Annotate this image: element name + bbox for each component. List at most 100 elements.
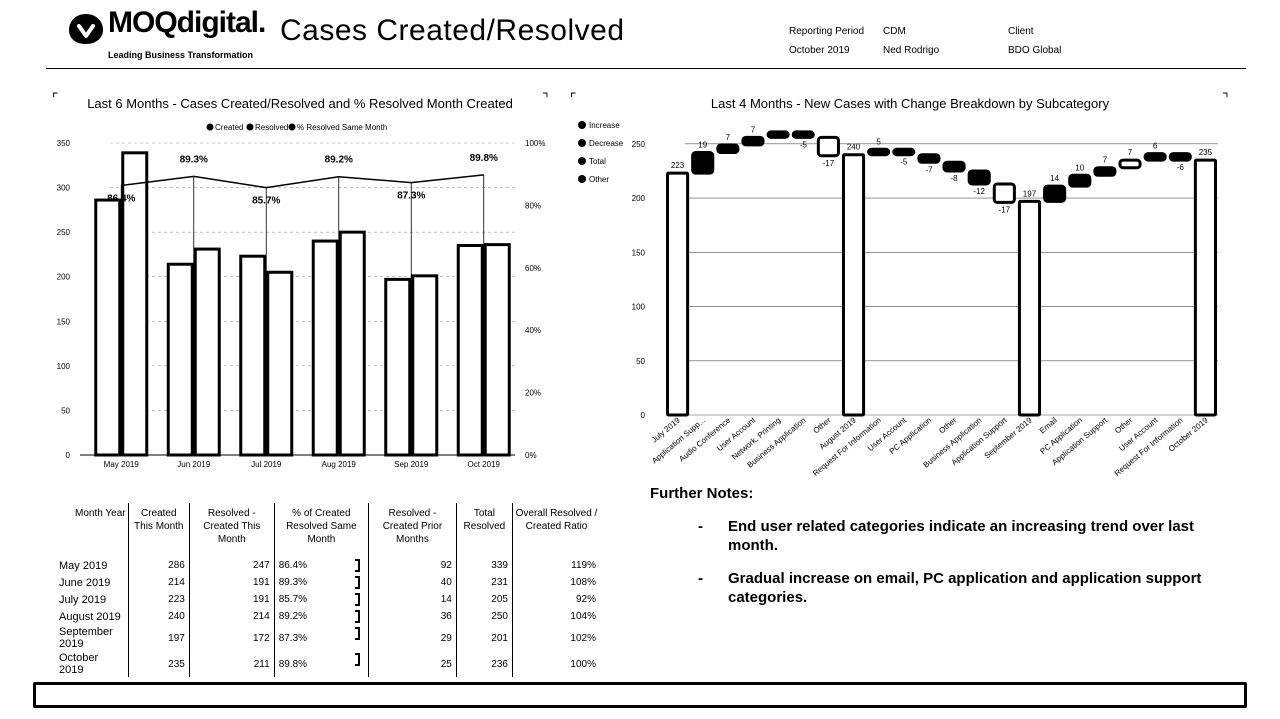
- table-cell-text: June 2019: [59, 576, 111, 589]
- notes-title: Further Notes:: [650, 485, 754, 502]
- table-cell-text: 25: [440, 658, 452, 670]
- databar-icon: [355, 593, 361, 606]
- table-header-cell: Total Resolved: [455, 503, 513, 557]
- bar-created: [94, 198, 122, 457]
- table-cell: 286: [127, 557, 190, 574]
- waterfall-bar: [666, 171, 690, 417]
- y-tick-label: 300: [57, 184, 71, 193]
- x-tick-label: Sep 2019: [394, 460, 429, 469]
- legend-label: Other: [589, 175, 609, 184]
- table-cell: 89.3%: [273, 574, 369, 591]
- line-series: [121, 174, 484, 189]
- table-header-cell: Resolved - Created Prior Months: [368, 503, 457, 557]
- table-cell-text: 201: [491, 632, 508, 644]
- table-cell-text: August 2019: [59, 610, 121, 623]
- visual-corner-top-left: ⌜: [52, 90, 59, 106]
- legend-label: Decrease: [589, 139, 624, 148]
- table-cell: 197: [127, 625, 190, 651]
- table-header-cell: Resolved - Created This Month: [188, 503, 275, 557]
- x-tick-label: Jul 2019: [251, 460, 282, 469]
- table-cell-text: 339: [491, 560, 508, 571]
- table-cell-text: 250: [491, 611, 508, 622]
- table-header-cell: Overall Resolved / Created Ratio: [511, 503, 600, 557]
- table-cell: 100%: [511, 651, 600, 677]
- logo-tagline: Leading Business Transformation: [108, 50, 254, 60]
- x-tick-label: Aug 2019: [322, 460, 357, 469]
- table-body: May 2019 286 247 86.4% 92 339 119% June 2019 214…: [55, 557, 600, 677]
- x-tick-label: Jun 2019: [177, 460, 210, 469]
- table-cell: 339: [455, 557, 513, 574]
- legend-marker: [578, 139, 586, 147]
- table-row: June 2019 214 191 89.3% 40 231 108%: [55, 574, 600, 591]
- waterfall-bar: [967, 169, 991, 186]
- table-cell-text: 191: [253, 577, 270, 588]
- bar-created: [166, 262, 194, 457]
- x-tick-label: Oct 2019: [468, 460, 501, 469]
- y2-tick-label: 0%: [525, 451, 537, 460]
- waterfall-data-label: -8: [951, 174, 959, 183]
- x-tick-label: May 2019: [104, 460, 140, 469]
- table-cell: 223: [127, 591, 190, 608]
- waterfall-data-label: 197: [1023, 189, 1037, 198]
- waterfall-bar: [691, 151, 715, 175]
- meta-label-cdm: CDM: [883, 26, 906, 37]
- y2-tick-label: 100%: [525, 139, 545, 148]
- table-cell-text: 40: [440, 577, 452, 588]
- legend-marker: [288, 123, 296, 131]
- table-row: July 2019 223 191 85.7% 14 205 92%: [55, 591, 600, 608]
- x-tick-label: Other: [812, 415, 833, 435]
- y-tick-label: 200: [57, 273, 71, 282]
- bar-resolved: [266, 270, 294, 457]
- table-cell: 29: [368, 625, 457, 651]
- table-cell-text: 86.4%: [278, 560, 308, 571]
- waterfall-data-label: 223: [671, 161, 685, 170]
- y-tick-label: 250: [632, 140, 646, 149]
- y2-tick-label: 20%: [525, 389, 541, 398]
- waterfall-data-label: -7: [925, 165, 933, 174]
- page-title: Cases Created/Resolved: [280, 14, 625, 47]
- table-cell: 104%: [511, 608, 600, 625]
- waterfall-bar: [892, 147, 916, 157]
- y2-tick-label: 80%: [525, 201, 541, 210]
- waterfall-data-label: 14: [1050, 174, 1059, 183]
- waterfall-bar: [1168, 152, 1192, 162]
- line-data-label: 86.4%: [107, 193, 135, 204]
- chart2-title: Last 4 Months - New Cases with Change Br…: [710, 96, 1110, 111]
- table-cell: 250: [455, 608, 513, 625]
- table-row: September 2019 197 172 87.3% 29 201 102%: [55, 625, 600, 651]
- note-item: Gradual increase on email, PC applicatio…: [698, 569, 1218, 607]
- table-cell: 89.2%: [273, 608, 369, 625]
- table-cell: 108%: [511, 574, 600, 591]
- table-cell: 201: [455, 625, 513, 651]
- table-cell-text: 29: [440, 632, 452, 644]
- legend-marker: [578, 175, 586, 183]
- legend-marker: [206, 123, 214, 131]
- waterfall-data-label: -17: [999, 205, 1011, 214]
- waterfall-bar: [1093, 166, 1117, 177]
- legend-marker: [578, 157, 586, 165]
- table-cell-text: 104%: [570, 611, 596, 622]
- table-cell: 191: [188, 591, 275, 608]
- y-tick-label: 150: [632, 248, 646, 257]
- table-cell-text: 85.7%: [278, 594, 308, 605]
- meta-value-reporting-period: October 2019: [789, 45, 850, 56]
- table-cell-text: 205: [491, 594, 508, 605]
- waterfall-data-label: -12: [973, 187, 985, 196]
- bar-resolved: [483, 243, 511, 457]
- bar-created: [239, 254, 267, 457]
- table-cell-text: 108%: [570, 577, 596, 588]
- table-cell-text: 102%: [570, 632, 596, 644]
- waterfall-bar: [1068, 173, 1092, 188]
- y-tick-label: 0: [641, 411, 646, 420]
- bar-created: [311, 239, 339, 457]
- waterfall-bar: [942, 160, 966, 173]
- y-tick-label: 100: [632, 303, 646, 312]
- chart2-svg: Increase Decrease Total Other 0 50 100 150 200 25…: [578, 121, 1218, 478]
- table-cell: September 2019: [55, 625, 128, 651]
- table-cell-text: 14: [440, 594, 452, 605]
- waterfall-data-label: 7: [1103, 156, 1108, 165]
- table-header-cell: % of Created Resolved Same Month: [273, 503, 369, 557]
- visual-corner-top-right-2: ⌝: [1222, 90, 1229, 106]
- waterfall-bar: [917, 153, 941, 164]
- meta-label-client: Client: [1008, 26, 1034, 37]
